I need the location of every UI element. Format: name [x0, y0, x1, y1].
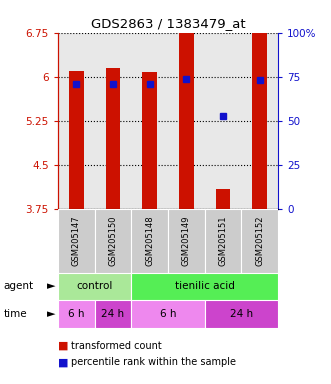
Bar: [95, 209, 131, 273]
Bar: [69, 71, 84, 209]
Text: agent: agent: [3, 281, 33, 291]
Text: GSM205150: GSM205150: [109, 216, 118, 266]
Text: control: control: [76, 281, 113, 291]
Bar: [131, 273, 278, 300]
Text: ►: ►: [47, 281, 56, 291]
Text: GSM205151: GSM205151: [218, 216, 227, 266]
Bar: [131, 300, 205, 328]
Bar: [205, 209, 241, 273]
Bar: [205, 300, 278, 328]
Text: ■: ■: [58, 341, 69, 351]
Bar: [58, 209, 95, 273]
Text: 6 h: 6 h: [68, 309, 84, 319]
Bar: [95, 300, 131, 328]
Text: 6 h: 6 h: [160, 309, 176, 319]
Text: time: time: [3, 309, 27, 319]
Bar: [252, 33, 267, 209]
Text: percentile rank within the sample: percentile rank within the sample: [71, 358, 236, 367]
Text: GSM205148: GSM205148: [145, 216, 154, 266]
Text: GSM205152: GSM205152: [255, 216, 264, 266]
Text: transformed count: transformed count: [71, 341, 162, 351]
Text: ■: ■: [58, 358, 69, 367]
Bar: [58, 300, 95, 328]
Bar: [168, 209, 205, 273]
Bar: [106, 68, 120, 209]
Text: 24 h: 24 h: [101, 309, 124, 319]
Bar: [58, 273, 131, 300]
Title: GDS2863 / 1383479_at: GDS2863 / 1383479_at: [91, 17, 245, 30]
Text: tienilic acid: tienilic acid: [175, 281, 235, 291]
Text: ►: ►: [47, 309, 56, 319]
Bar: [131, 209, 168, 273]
Bar: [142, 72, 157, 209]
Text: 24 h: 24 h: [230, 309, 253, 319]
Text: GSM205147: GSM205147: [72, 216, 81, 266]
Bar: [216, 189, 230, 209]
Bar: [179, 33, 194, 209]
Bar: [241, 209, 278, 273]
Text: GSM205149: GSM205149: [182, 216, 191, 266]
